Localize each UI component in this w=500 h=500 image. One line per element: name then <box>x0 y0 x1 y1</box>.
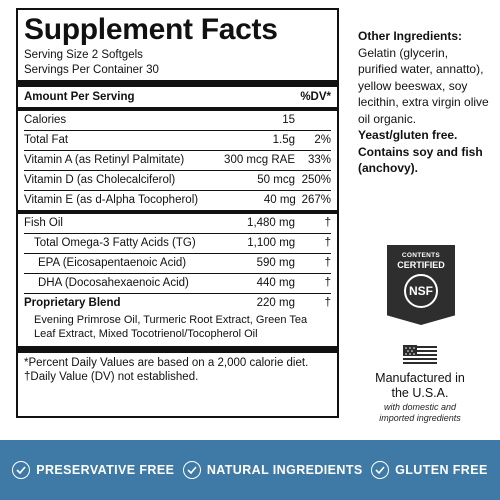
nutrient-dv: 250% <box>301 174 331 186</box>
facts-header-row: Amount Per Serving %DV* <box>24 87 331 107</box>
vitamin-a-row: Vitamin A (as Retinyl Palmitate) 300 mcg… <box>24 151 331 170</box>
vitamin-e-row: Vitamin E (as d-Alpha Tocopherol) 40 mg … <box>24 191 331 210</box>
row-divider <box>24 130 331 131</box>
allergen-statement: Yeast/gluten free. Contains soy and fish… <box>358 128 483 175</box>
nutrient-dv: † <box>324 257 331 269</box>
nutrient-amount: 440 mg <box>256 277 295 289</box>
nutrient-dv: 267% <box>301 194 331 206</box>
badge-label: GLUTEN FREE <box>395 463 488 477</box>
nutrient-name: DHA (Docosahexaenoic Acid) <box>38 277 189 289</box>
nutrient-amount: 220 mg <box>256 297 295 309</box>
row-divider <box>24 273 331 274</box>
nutrient-dv: † <box>324 237 331 249</box>
servings-per-container: Servings Per Container 30 <box>24 63 159 76</box>
calories-row: Calories 15 <box>24 111 331 130</box>
badge-natural-ingredients: NATURAL INGREDIENTS <box>182 461 363 479</box>
medium-divider <box>18 210 337 214</box>
nutrient-amount: 590 mg <box>256 257 295 269</box>
vitamin-d-row: Vitamin D (as Cholecalciferol) 50 mcg 25… <box>24 171 331 190</box>
nutrient-amount: 40 mg <box>263 194 296 206</box>
nutrient-name: Total Fat <box>24 134 69 146</box>
nsf-line2: CERTIFIED <box>397 260 445 270</box>
nsf-certified-badge: CONTENTS CERTIFIED NSF <box>387 245 455 325</box>
check-icon <box>371 461 390 479</box>
badge-preservative-free: PRESERVATIVE FREE <box>12 461 174 479</box>
supplement-facts-panel: Supplement Facts Serving Size 2 Softgels… <box>16 8 339 418</box>
check-icon <box>12 461 31 479</box>
nutrient-amount: 50 mcg <box>257 174 295 186</box>
thick-divider <box>18 346 337 353</box>
medium-divider <box>18 107 337 111</box>
nutrient-name: Calories <box>24 114 67 126</box>
row-divider <box>24 233 331 234</box>
nutrient-dv: † <box>324 277 331 289</box>
nsf-seal-icon: NSF <box>404 274 438 308</box>
badge-label: NATURAL INGREDIENTS <box>206 463 363 477</box>
header-dv: %DV* <box>300 91 331 103</box>
nutrient-name: Vitamin D (as Cholecalciferol) <box>24 174 176 186</box>
row-divider <box>24 170 331 171</box>
serving-size: Serving Size 2 Softgels <box>24 49 143 61</box>
ingredient-source-note: with domestic and imported ingredients <box>379 402 461 423</box>
omega3-row: Total Omega-3 Fatty Acids (TG) 1,100 mg … <box>24 234 331 253</box>
usa-flag-icon <box>403 345 437 364</box>
footnote-dagger: †Daily Value (DV) not established. <box>24 370 199 383</box>
total-fat-row: Total Fat 1.5g 2% <box>24 131 331 150</box>
footnote-dv: *Percent Daily Values are based on a 2,0… <box>24 357 309 369</box>
nutrient-dv: † <box>324 217 331 229</box>
other-ingredients-text: Gelatin (glycerin, purified water, annat… <box>358 45 489 126</box>
nutrient-amount: 1,480 mg <box>247 217 295 229</box>
badge-label: PRESERVATIVE FREE <box>36 463 175 477</box>
thick-divider <box>18 80 337 87</box>
nutrient-amount: 15 <box>282 114 295 126</box>
nutrient-name: Vitamin E (as d-Alpha Tocopherol) <box>24 194 199 206</box>
blend-description: Evening Primrose Oil, Turmeric Root Extr… <box>34 314 308 340</box>
nutrient-dv: † <box>324 297 331 309</box>
nutrient-name: Proprietary Blend <box>24 297 121 309</box>
benefit-badges-band: PRESERVATIVE FREE NATURAL INGREDIENTS GL… <box>0 440 500 500</box>
nutrient-dv: 33% <box>307 154 331 166</box>
row-divider <box>24 190 331 191</box>
epa-row: EPA (Eicosapentaenoic Acid) 590 mg † <box>24 254 331 273</box>
nutrient-name: EPA (Eicosapentaenoic Acid) <box>38 257 187 269</box>
nutrient-name: Total Omega-3 Fatty Acids (TG) <box>34 237 196 249</box>
nutrient-dv: 2% <box>314 134 331 146</box>
nutrient-name: Vitamin A (as Retinyl Palmitate) <box>24 154 185 166</box>
manufactured-in-usa: Manufactured in the U.S.A. <box>375 371 465 400</box>
nutrient-name: Fish Oil <box>24 217 63 229</box>
fish-oil-row: Fish Oil 1,480 mg † <box>24 214 331 233</box>
badge-gluten-free: GLUTEN FREE <box>371 461 488 479</box>
dha-row: DHA (Docosahexaenoic Acid) 440 mg † <box>24 274 331 293</box>
nutrient-amount: 1,100 mg <box>247 237 296 249</box>
row-divider <box>24 293 331 294</box>
proprietary-blend-row: Proprietary Blend 220 mg † <box>24 294 331 313</box>
made-in-usa: Manufactured in the U.S.A. with domestic… <box>370 345 470 424</box>
nsf-line1: CONTENTS <box>401 252 441 259</box>
row-divider <box>24 150 331 151</box>
header-amount: Amount Per Serving <box>24 91 135 103</box>
other-ingredients-title: Other Ingredients: <box>358 29 463 43</box>
check-icon <box>182 461 201 479</box>
facts-title: Supplement Facts <box>24 13 278 46</box>
row-divider <box>24 253 331 254</box>
nutrient-amount: 1.5g <box>272 134 295 146</box>
nutrient-amount: 300 mcg RAE <box>224 154 295 166</box>
other-ingredients: Other Ingredients: Gelatin (glycerin, pu… <box>358 28 490 177</box>
